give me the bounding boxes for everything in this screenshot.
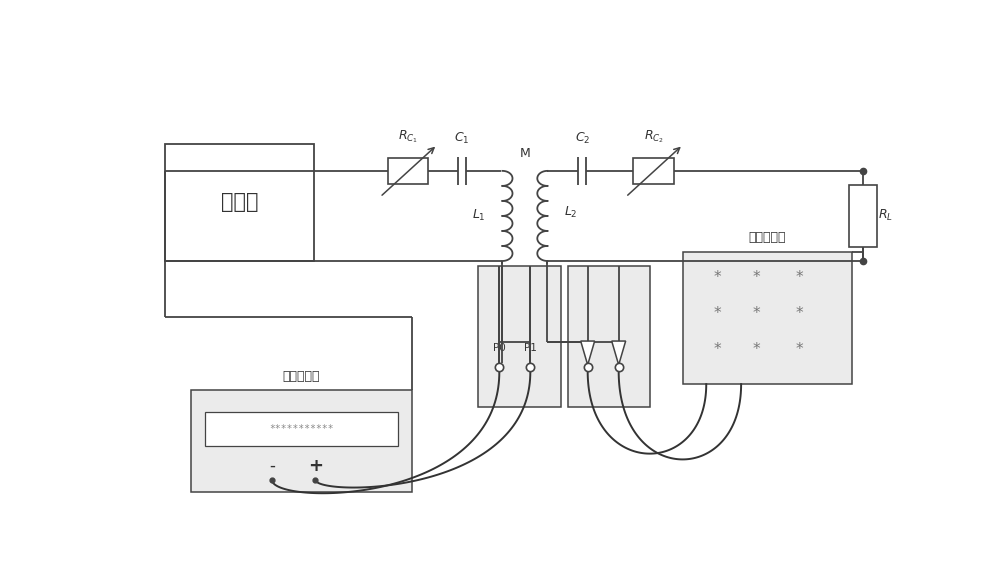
- Bar: [683, 252, 852, 384]
- Text: $R_{C_1}$: $R_{C_1}$: [398, 129, 418, 145]
- Polygon shape: [581, 341, 595, 365]
- Bar: [633, 158, 674, 184]
- Text: 逆变器: 逆变器: [221, 193, 258, 212]
- Text: *: *: [753, 271, 760, 286]
- Text: ***********: ***********: [269, 424, 334, 434]
- Text: $L_1$: $L_1$: [472, 208, 485, 223]
- Text: -: -: [269, 457, 275, 475]
- Text: *: *: [753, 306, 760, 321]
- Text: *: *: [795, 342, 803, 357]
- Text: $R_{C_2}$: $R_{C_2}$: [644, 129, 664, 145]
- Text: 交流电压表: 交流电压表: [749, 231, 786, 244]
- Polygon shape: [612, 341, 626, 365]
- Text: *: *: [714, 306, 722, 321]
- Text: $L_2$: $L_2$: [564, 204, 578, 220]
- Text: M: M: [520, 147, 530, 160]
- Bar: [388, 158, 428, 184]
- Bar: [165, 144, 314, 261]
- Text: *: *: [795, 306, 803, 321]
- Text: $R_L$: $R_L$: [878, 208, 893, 223]
- Bar: [568, 265, 650, 407]
- Text: $C_2$: $C_2$: [575, 131, 590, 146]
- Text: *: *: [714, 271, 722, 286]
- Bar: [191, 390, 412, 492]
- Text: 直流电压源: 直流电压源: [283, 370, 320, 383]
- Bar: [478, 265, 561, 407]
- Text: C: C: [584, 343, 591, 353]
- Text: *: *: [753, 342, 760, 357]
- Text: A: A: [615, 343, 622, 353]
- Text: $C_1$: $C_1$: [454, 131, 470, 146]
- Text: P0: P0: [493, 343, 506, 353]
- Bar: [205, 412, 398, 446]
- Text: P1: P1: [524, 343, 537, 353]
- Bar: [849, 185, 877, 247]
- Text: *: *: [714, 342, 722, 357]
- Text: +: +: [308, 457, 323, 475]
- Text: *: *: [795, 271, 803, 286]
